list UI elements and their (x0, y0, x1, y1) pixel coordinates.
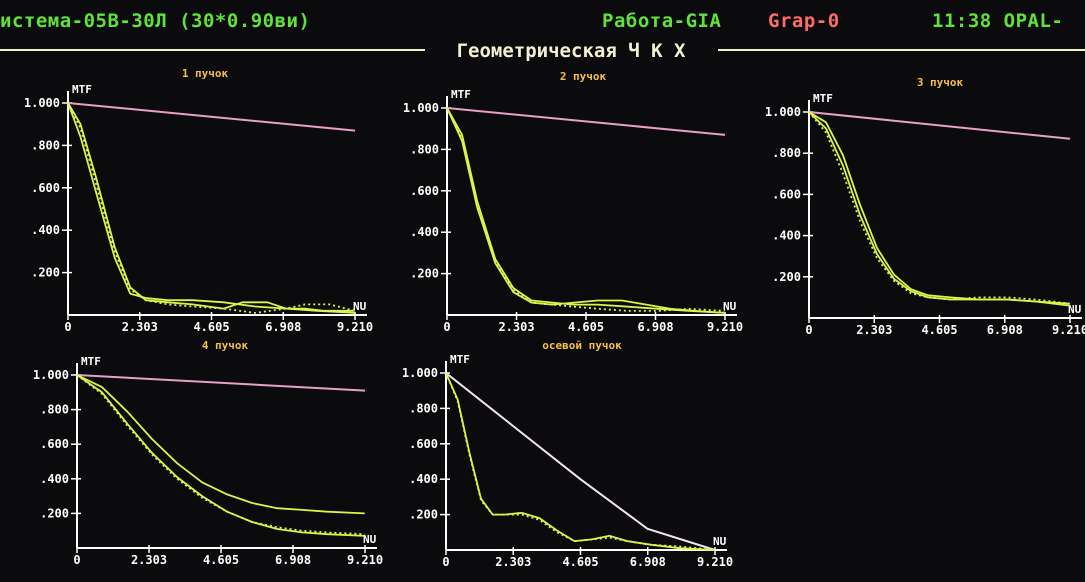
y-tick-label: .800 (31, 138, 60, 152)
series-line-dotted (76, 374, 365, 536)
y-tick-label: .200 (31, 266, 60, 280)
y-axis-label: MTF (813, 92, 833, 105)
series-line-solid (67, 102, 355, 314)
series-line-solid (446, 107, 725, 314)
x-tick-label: 0 (442, 555, 449, 569)
y-tick-label: .400 (409, 472, 438, 486)
grap-label: Grap-0 (768, 10, 840, 32)
series-line-diffraction (445, 372, 716, 551)
panel-title: 2 пучок (560, 70, 607, 83)
chart-panel-3: 3 пучок MTF NU 1.000 .800 .600 .400 .200 0 2.303 4… (765, 76, 1085, 337)
y-axis-label: MTF (451, 88, 471, 101)
y-axis-label: MTF (72, 83, 92, 96)
x-tick-label: 2.303 (122, 320, 158, 334)
x-tick-label: 9.210 (697, 555, 733, 569)
x-tick-label: 6.908 (265, 320, 301, 334)
x-axis-label: NU (713, 535, 727, 548)
x-tick-label: 9.210 (347, 553, 383, 567)
series-line-solid (76, 374, 365, 515)
y-axis-label: MTF (81, 355, 101, 368)
x-tick-label: 4.605 (921, 323, 957, 337)
x-tick-label: 6.908 (275, 553, 311, 567)
y-tick-label: .800 (40, 403, 69, 417)
chart-panel-1: 1 пучок MTF NU 1.000 .800 .600 .400 .200 0 2.303 4… (24, 67, 373, 334)
y-tick-label: .200 (772, 270, 801, 284)
y-tick-label: .600 (40, 437, 69, 451)
x-tick-label: 0 (443, 320, 450, 334)
series-line-solid (808, 111, 1070, 305)
x-tick-label: 0 (73, 553, 80, 567)
y-tick-label: .200 (409, 508, 438, 522)
y-tick-label: .600 (409, 437, 438, 451)
series-line-dotted (67, 102, 355, 314)
y-tick-label: 1.000 (33, 368, 69, 382)
y-tick-label: 1.000 (402, 366, 438, 380)
y-axis-label: MTF (450, 353, 470, 366)
x-tick-label: 4.605 (568, 320, 604, 334)
y-tick-label: .800 (409, 401, 438, 415)
chart-panel-4: 4 пучок MTF NU 1.000 .800 .600 .400 .200 0 2.303 4… (33, 339, 383, 567)
series-line-dotted (446, 107, 725, 312)
x-axis-label: NU (723, 300, 737, 313)
y-tick-label: .400 (772, 229, 801, 243)
x-axis-label: NU (353, 300, 367, 313)
x-tick-label: 6.908 (987, 323, 1023, 337)
y-tick-label: .600 (772, 187, 801, 201)
y-tick-label: 1.000 (403, 101, 439, 115)
x-tick-label: 9.210 (337, 320, 373, 334)
x-axis-label: NU (363, 533, 377, 546)
panel-title: 3 пучок (917, 76, 964, 89)
mode-label: Работа-GIA (602, 10, 722, 32)
x-tick-label: 2.303 (495, 555, 531, 569)
panel-title: 1 пучок (182, 67, 229, 80)
clock-label: 11:38 OPAL- (932, 10, 1064, 32)
y-tick-label: .800 (772, 146, 801, 160)
x-tick-label: 0 (805, 323, 812, 337)
panel-title: 4 пучок (202, 339, 249, 352)
chart-panel-2: 2 пучок MTF NU 1.000 .800 .600 .400 .200 0 2.303 4… (403, 70, 743, 334)
y-tick-label: .600 (410, 184, 439, 198)
series-line-solid (67, 102, 355, 312)
y-tick-label: .200 (410, 267, 439, 281)
x-tick-label: 2.303 (131, 553, 167, 567)
series-line-dotted (808, 111, 1070, 305)
screen-title: Геометрическая Ч К Х (457, 40, 686, 62)
series-line-solid (445, 372, 715, 551)
x-tick-label: 9.210 (707, 320, 743, 334)
chart-panel-5: осевой пучок MTF NU 1.000 .800 .600 .400 .200 0 2… (402, 339, 733, 569)
x-tick-label: 4.605 (203, 553, 239, 567)
system-name-label: истема-05В-30Л (30*0.90ви) (0, 10, 311, 32)
y-tick-label: .400 (31, 223, 60, 237)
series-line-diffraction (76, 374, 366, 392)
y-tick-label: .200 (40, 506, 69, 520)
y-tick-label: 1.000 (24, 96, 60, 110)
y-tick-label: .800 (410, 142, 439, 156)
x-tick-label: 4.605 (562, 555, 598, 569)
x-tick-label: 4.605 (193, 320, 229, 334)
x-tick-label: 9.210 (1052, 323, 1085, 337)
series-line-diffraction (446, 107, 726, 136)
x-tick-label: 2.303 (498, 320, 534, 334)
y-tick-label: 1.000 (765, 105, 801, 119)
series-line-diffraction (67, 102, 356, 132)
x-tick-label: 2.303 (856, 323, 892, 337)
x-tick-label: 6.908 (637, 320, 673, 334)
series-line-solid (808, 111, 1070, 307)
y-tick-label: .400 (410, 225, 439, 239)
y-tick-label: .600 (31, 181, 60, 195)
panel-title: осевой пучок (542, 339, 622, 352)
x-tick-label: 0 (64, 320, 71, 334)
x-tick-label: 6.908 (630, 555, 666, 569)
series-line-dotted (445, 372, 715, 551)
series-line-diffraction (808, 111, 1071, 140)
y-tick-label: .400 (40, 472, 69, 486)
series-line-solid (446, 107, 725, 314)
x-axis-label: NU (1068, 303, 1082, 316)
